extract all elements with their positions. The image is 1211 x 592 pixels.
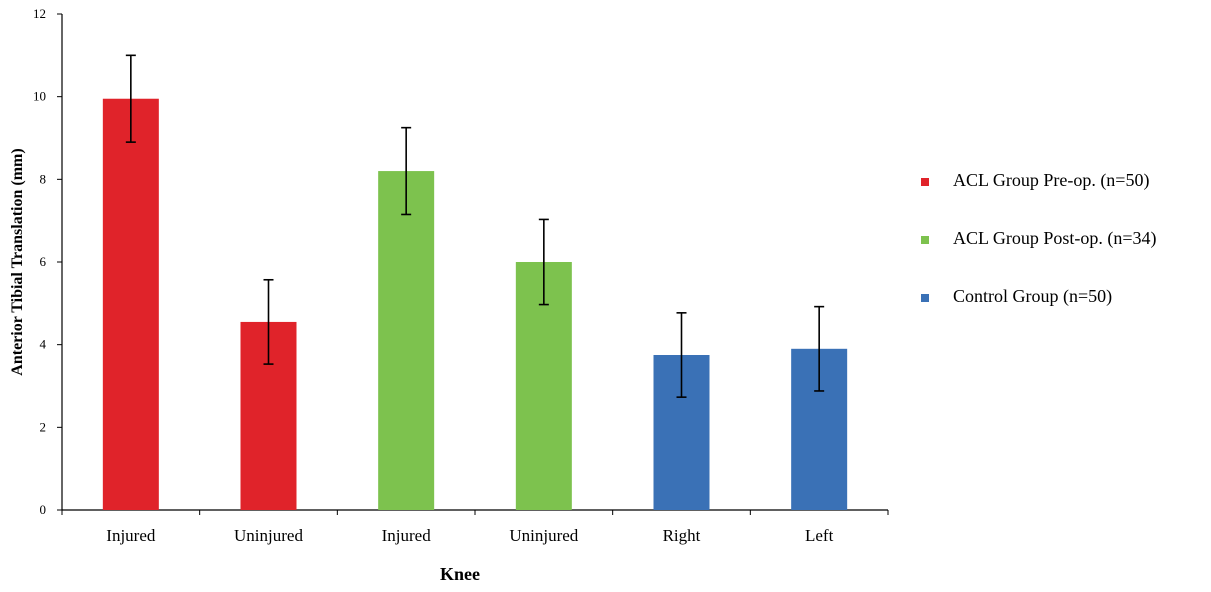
y-tick-label: 4 xyxy=(40,337,47,352)
x-axis-title: Knee xyxy=(440,564,480,584)
legend-label: ACL Group Pre-op. (n=50) xyxy=(953,170,1149,191)
y-tick-label: 12 xyxy=(33,6,46,21)
y-tick-label: 10 xyxy=(33,89,46,104)
legend-swatch xyxy=(921,236,929,244)
legend-label: ACL Group Post-op. (n=34) xyxy=(953,228,1156,249)
bar xyxy=(102,98,159,510)
legend-swatch xyxy=(921,294,929,302)
y-axis-title: Anterior Tibial Translation (mm) xyxy=(9,148,26,375)
x-axis: Injured Uninjured Injured Uninjured Right Lef… xyxy=(61,509,889,545)
bar xyxy=(378,171,435,511)
x-tick-label: Right xyxy=(663,526,701,545)
x-tick-label: Injured xyxy=(106,526,156,545)
x-tick-label: Uninjured xyxy=(234,526,303,545)
bars xyxy=(102,98,848,511)
x-tick-label: Uninjured xyxy=(509,526,578,545)
legend-label: Control Group (n=50) xyxy=(953,286,1112,307)
y-axis: 0 2 4 6 8 10 12 xyxy=(33,6,63,517)
x-tick-label: Left xyxy=(805,526,834,545)
y-tick-label: 2 xyxy=(40,419,47,434)
legend: ACL Group Pre-op. (n=50) ACL Group Post-o… xyxy=(921,170,1156,307)
y-tick-label: 6 xyxy=(40,254,47,269)
error-bars xyxy=(125,54,825,398)
x-tick-label: Injured xyxy=(382,526,432,545)
y-tick-label: 0 xyxy=(40,502,47,517)
y-tick-label: 8 xyxy=(40,171,47,186)
legend-swatch xyxy=(921,178,929,186)
